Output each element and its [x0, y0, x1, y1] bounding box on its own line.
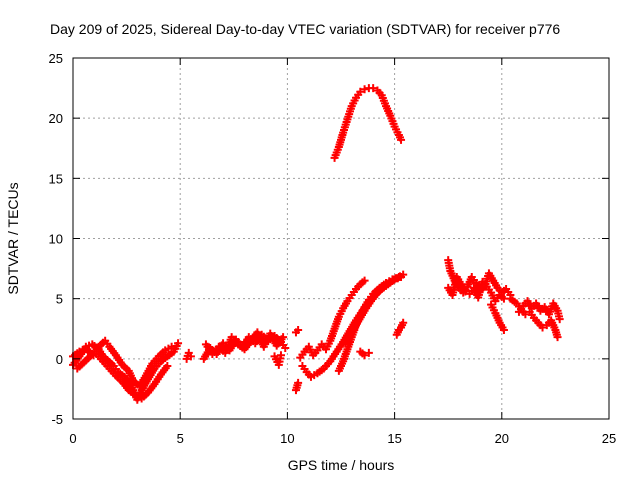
data-point: [294, 325, 303, 334]
data-point: [369, 84, 378, 93]
data-point: [360, 351, 369, 360]
x-tick-label: 20: [495, 431, 509, 446]
data-point: [279, 333, 288, 342]
x-axis-label: GPS time / hours: [288, 457, 395, 473]
data-point: [499, 325, 508, 334]
y-tick-label: 15: [49, 171, 63, 186]
data-point: [294, 378, 303, 387]
data-point: [163, 362, 172, 371]
y-tick-label: 0: [56, 352, 63, 367]
data-point: [167, 342, 176, 351]
data-point: [553, 333, 562, 342]
data-point: [399, 318, 408, 327]
data-point: [538, 323, 547, 332]
data-point: [360, 85, 369, 94]
y-axis-label: SDTVAR / TECUs: [5, 182, 21, 294]
y-axis-ticks: -5 0 5 10 15 20 25: [49, 51, 609, 427]
y-tick-label: 20: [49, 111, 63, 126]
data-point: [276, 351, 285, 360]
y-tick-label: -5: [51, 412, 63, 427]
data-point: [356, 87, 365, 96]
x-tick-label: 0: [69, 431, 76, 446]
chart-title: Day 209 of 2025, Sidereal Day-to-day VTE…: [50, 21, 560, 37]
data-points: [69, 84, 564, 404]
data-point: [174, 339, 183, 348]
y-tick-label: 10: [49, 232, 63, 247]
y-tick-label: 5: [56, 292, 63, 307]
data-point: [397, 135, 406, 144]
x-tick-label: 5: [177, 431, 184, 446]
data-point: [186, 352, 195, 361]
x-tick-label: 15: [387, 431, 401, 446]
data-point: [281, 344, 290, 353]
y-tick-label: 25: [49, 51, 63, 66]
data-point: [399, 270, 408, 279]
x-axis-ticks: 0 5 10 15 20 25: [69, 58, 616, 446]
data-point: [555, 315, 564, 324]
data-point: [360, 276, 369, 285]
data-point: [364, 348, 373, 357]
x-tick-label: 25: [602, 431, 616, 446]
x-tick-label: 10: [280, 431, 294, 446]
